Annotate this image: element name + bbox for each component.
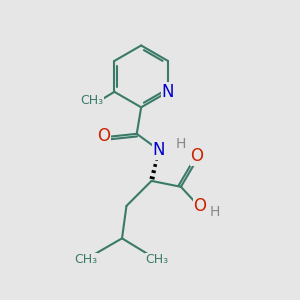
Text: N: N: [162, 83, 174, 101]
Text: O: O: [194, 197, 207, 215]
Text: O: O: [190, 148, 204, 166]
Text: O: O: [97, 127, 110, 145]
Text: H: H: [176, 137, 186, 151]
Text: CH₃: CH₃: [145, 253, 168, 266]
Text: N: N: [153, 141, 165, 159]
Text: CH₃: CH₃: [80, 94, 104, 107]
Text: CH₃: CH₃: [74, 253, 98, 266]
Text: H: H: [210, 205, 220, 219]
